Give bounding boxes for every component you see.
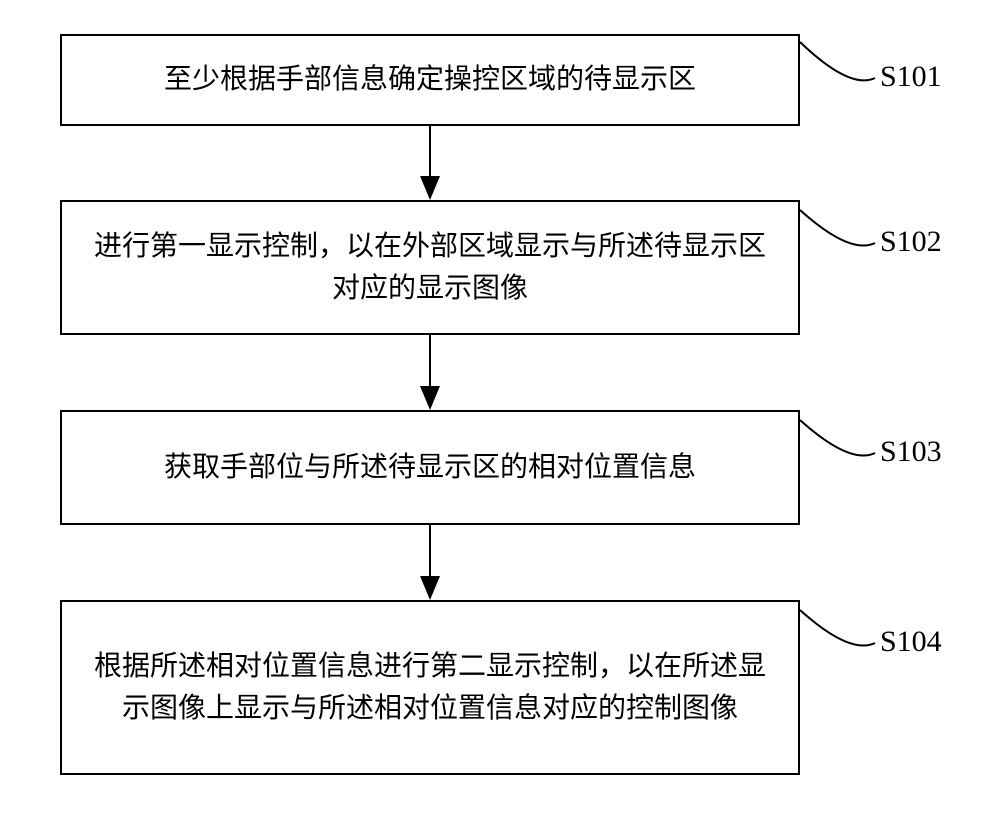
flow-node-n1: 至少根据手部信息确定操控区域的待显示区 <box>60 34 800 126</box>
label-leader-3 <box>800 610 875 646</box>
step-label-S101: S101 <box>880 60 942 94</box>
step-label-S102: S102 <box>880 225 942 259</box>
flow-node-n2: 进行第一显示控制，以在外部区域显示与所述待显示区对应的显示图像 <box>60 200 800 335</box>
step-label-S103: S103 <box>880 435 942 469</box>
step-label-S104: S104 <box>880 625 942 659</box>
flow-node-n3: 获取手部位与所述待显示区的相对位置信息 <box>60 410 800 525</box>
label-leader-0 <box>800 42 875 80</box>
flow-node-n4: 根据所述相对位置信息进行第二显示控制，以在所述显示图像上显示与所述相对位置信息对… <box>60 600 800 775</box>
label-leader-2 <box>800 420 875 456</box>
label-leader-1 <box>800 210 875 246</box>
flow-node-text: 获取手部位与所述待显示区的相对位置信息 <box>164 447 696 489</box>
flowchart-canvas: 至少根据手部信息确定操控区域的待显示区进行第一显示控制，以在外部区域显示与所述待… <box>0 0 1000 830</box>
flow-node-text: 根据所述相对位置信息进行第二显示控制，以在所述显示图像上显示与所述相对位置信息对… <box>82 646 778 730</box>
flow-node-text: 进行第一显示控制，以在外部区域显示与所述待显示区对应的显示图像 <box>82 226 778 310</box>
flow-node-text: 至少根据手部信息确定操控区域的待显示区 <box>164 59 696 101</box>
